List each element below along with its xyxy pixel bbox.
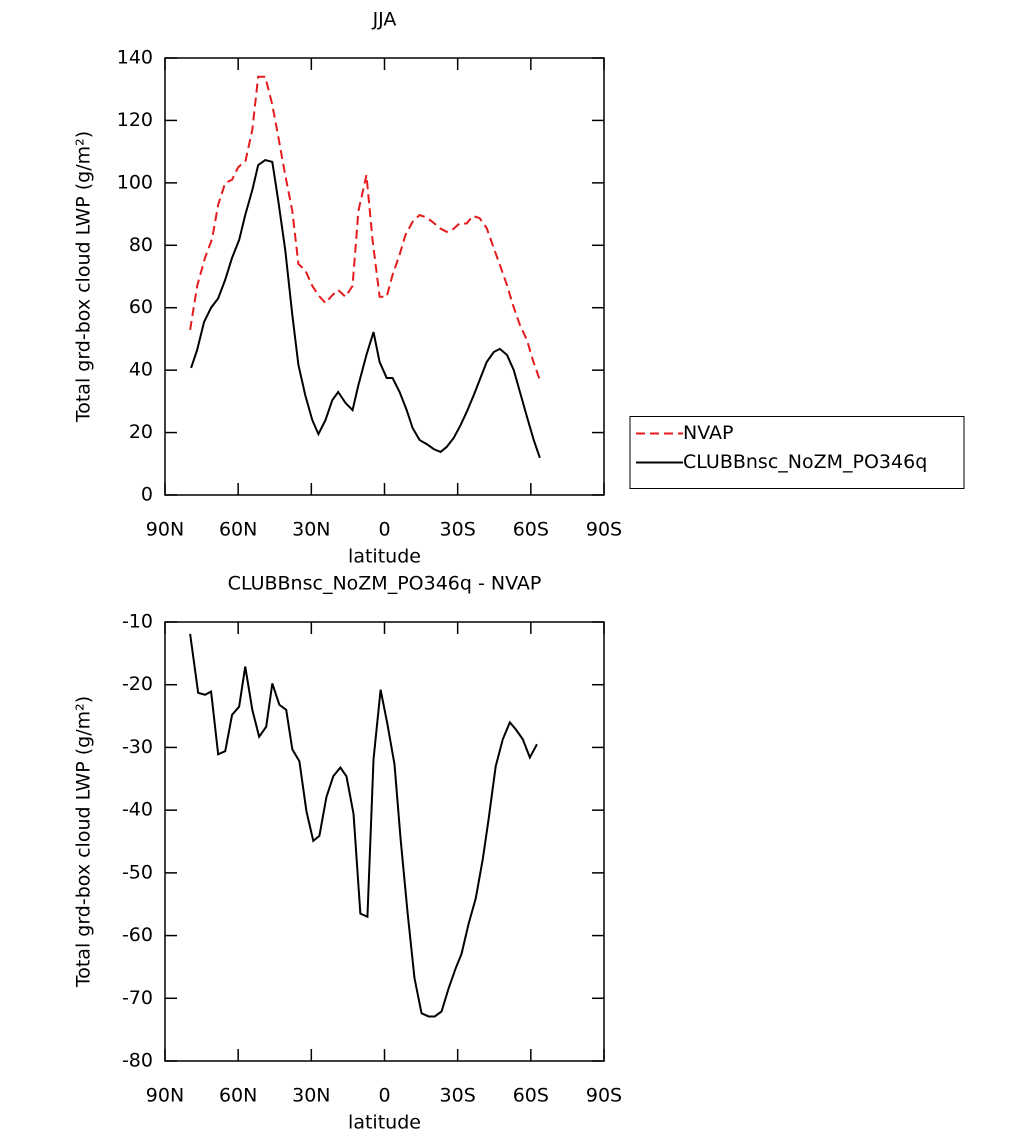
legend-label: CLUBBnsc_NoZM_PO346q <box>683 451 927 473</box>
x-tick-label: 30S <box>440 1085 476 1107</box>
plot-frame <box>164 57 605 496</box>
y-tick-label: 60 <box>129 296 153 318</box>
x-tick-label: 60N <box>219 1085 257 1107</box>
x-tick-label: 30N <box>292 1085 330 1107</box>
x-tick-label: 0 <box>378 1085 390 1107</box>
x-tick-label: 90S <box>586 1085 622 1107</box>
x-axis-label: latitude <box>348 546 421 568</box>
x-tick-label: 90N <box>146 1085 184 1107</box>
y-tick-label: 40 <box>129 359 153 381</box>
x-tick-label: 90S <box>586 519 622 541</box>
legend-label: NVAP <box>683 422 733 444</box>
chart-title: CLUBBnsc_NoZM_PO346q - NVAP <box>228 573 542 595</box>
y-tick-label: -10 <box>122 611 153 633</box>
y-tick-label: 120 <box>117 109 153 131</box>
legend-box <box>629 416 965 489</box>
y-tick-label: -60 <box>122 924 153 946</box>
y-tick-label: 20 <box>129 421 153 443</box>
y-tick-label: -20 <box>122 673 153 695</box>
plot-frame <box>164 621 605 1062</box>
data-line <box>189 75 541 381</box>
x-tick-label: 30N <box>292 519 330 541</box>
y-tick-label: 100 <box>117 171 153 193</box>
data-line <box>189 633 538 1018</box>
chart-title: JJA <box>372 9 397 31</box>
y-tick-label: 0 <box>141 484 153 506</box>
x-tick-label: 60S <box>513 1085 549 1107</box>
data-line <box>190 158 541 459</box>
x-axis-label: latitude <box>348 1112 421 1134</box>
y-tick-label: -70 <box>122 987 153 1009</box>
y-tick-label: -80 <box>122 1050 153 1072</box>
x-tick-label: 60N <box>219 519 257 541</box>
y-tick-label: -40 <box>122 799 153 821</box>
x-tick-label: 60S <box>513 519 549 541</box>
y-tick-label: -30 <box>122 736 153 758</box>
y-tick-label: 140 <box>117 47 153 69</box>
y-axis-label: Total grd-box cloud LWP (g/m²) <box>73 696 95 988</box>
y-axis-label: Total grd-box cloud LWP (g/m²) <box>73 131 95 423</box>
x-tick-label: 0 <box>378 519 390 541</box>
x-tick-label: 90N <box>146 519 184 541</box>
y-tick-label: -50 <box>122 861 153 883</box>
y-tick-label: 80 <box>129 234 153 256</box>
x-tick-label: 30S <box>440 519 476 541</box>
